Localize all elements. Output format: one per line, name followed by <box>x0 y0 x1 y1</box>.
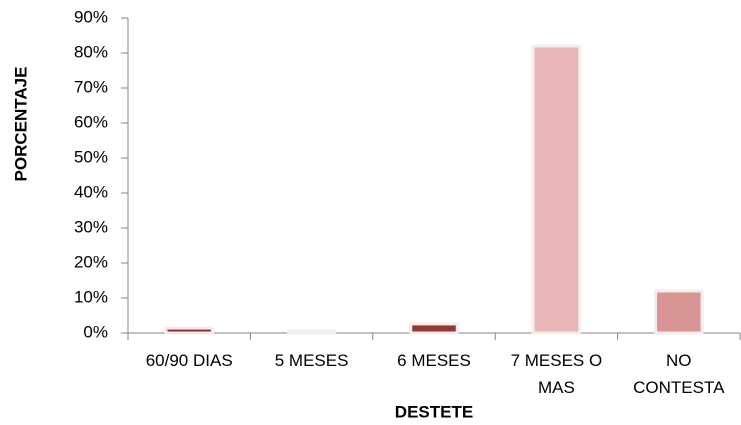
bar <box>164 326 214 335</box>
y-tick-label: 40% <box>74 182 108 201</box>
x-axis-label: DESTETE <box>395 402 473 421</box>
y-tick-label: 20% <box>74 252 108 271</box>
y-tick-label: 30% <box>74 217 108 236</box>
y-tick-label: 80% <box>74 42 108 61</box>
bar <box>654 289 704 335</box>
y-tick-label: 60% <box>74 112 108 131</box>
x-tick-label: 60/90 DIAS <box>145 351 233 370</box>
y-axis-label: PORCENTAJE <box>11 67 30 182</box>
y-tick-label: 50% <box>74 147 108 166</box>
x-tick-label: 5 MESES <box>274 351 349 370</box>
y-tick-label: 90% <box>74 7 108 26</box>
y-tick-label: 10% <box>74 287 108 306</box>
x-tick-label: 7 MESES O MAS <box>510 351 603 397</box>
x-tick-label: 6 MESES <box>397 351 471 370</box>
y-tick-label: 70% <box>74 77 108 96</box>
bar <box>409 322 459 335</box>
bar <box>286 329 337 335</box>
y-tick-label: 0% <box>83 322 108 341</box>
x-tick-label: NO CONTESTA <box>633 351 725 397</box>
bar <box>531 44 582 335</box>
